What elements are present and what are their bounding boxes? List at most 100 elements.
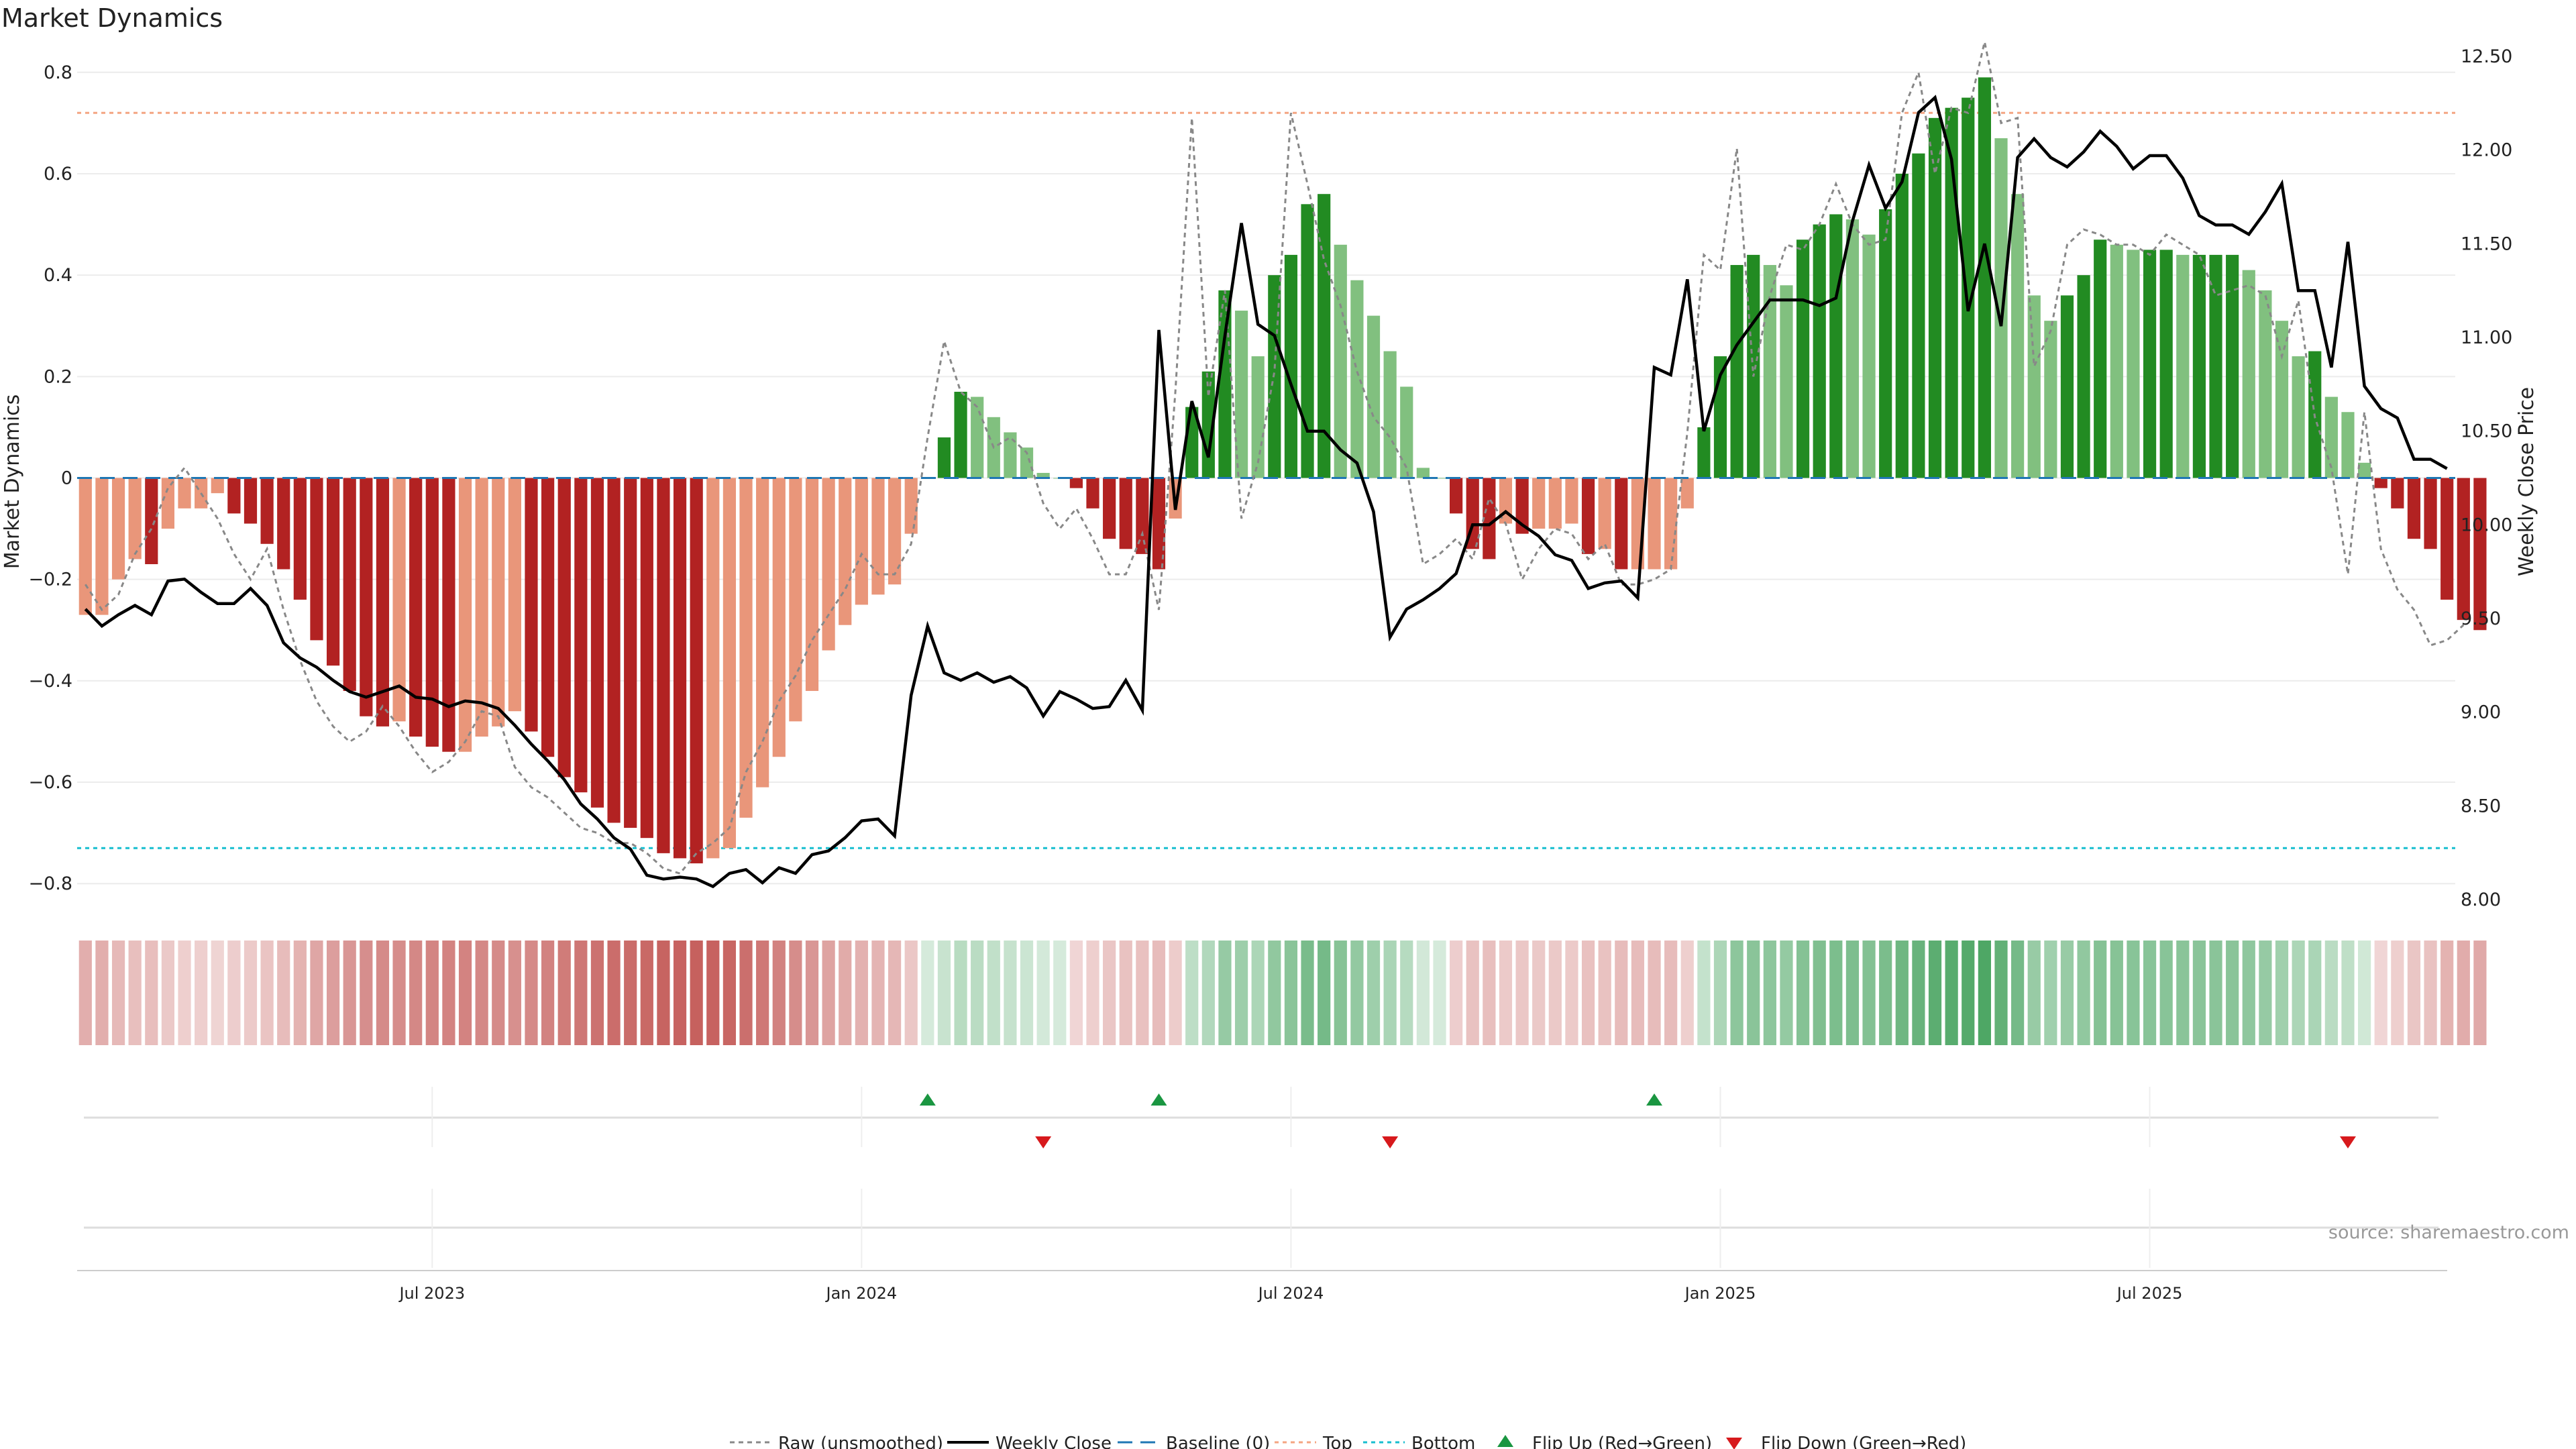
heat-cell	[360, 941, 373, 1045]
flip-up-marker	[919, 1093, 936, 1106]
heat-cell	[376, 941, 390, 1045]
heat-cell	[161, 941, 175, 1045]
dynamics-bar	[1136, 478, 1149, 554]
heat-cell	[2027, 941, 2041, 1045]
dynamics-bar	[458, 478, 472, 752]
dynamics-bar	[1152, 478, 1166, 570]
dynamics-bar	[1251, 356, 1265, 478]
heat-cell	[722, 941, 737, 1045]
x-tick-label: Jul 2025	[2116, 1284, 2183, 1303]
y2-tick-label: 12.00	[2461, 140, 2512, 161]
heat-cell	[111, 941, 125, 1045]
dynamics-bar	[640, 478, 653, 839]
reference-lines	[77, 111, 2455, 849]
dynamics-bar	[1301, 204, 1314, 478]
heat-cell	[1532, 941, 1546, 1045]
dynamics-bar	[409, 478, 423, 737]
heat-cell	[590, 941, 604, 1045]
heat-cell	[1318, 941, 1331, 1045]
y-tick-label: 0	[61, 468, 72, 489]
heat-cell	[937, 941, 951, 1045]
heat-cell	[1301, 941, 1314, 1045]
heat-cell	[1350, 941, 1364, 1045]
dynamics-bar	[1895, 173, 1909, 478]
y2-tick-label: 8.00	[2461, 890, 2501, 910]
y2-tick-label: 12.50	[2461, 46, 2512, 67]
dynamics-bar	[971, 396, 984, 478]
heat-cell	[442, 941, 455, 1045]
dynamics-bar	[624, 478, 637, 828]
dynamics-bar	[128, 478, 142, 559]
dynamics-bar	[1103, 478, 1116, 539]
dynamics-bar	[1234, 311, 1248, 478]
dynamics-bar	[1962, 97, 1975, 478]
heat-cell	[789, 941, 802, 1045]
dynamics-bar	[227, 478, 241, 514]
heat-cell	[2292, 941, 2305, 1045]
dynamics-bar	[673, 478, 687, 859]
y-tick-label: −0.8	[28, 873, 72, 894]
dynamics-bar	[1615, 478, 1628, 570]
weekly-close-line	[84, 95, 2448, 889]
legend-flip-down-label: Flip Down (Green→Red)	[1761, 1434, 1966, 1449]
flip-down-marker	[1035, 1136, 1052, 1148]
dynamics-bar	[904, 478, 918, 534]
heat-cell	[2259, 941, 2272, 1045]
legend-flip-up-label: Flip Up (Red→Green)	[1532, 1434, 1712, 1449]
heat-cell	[492, 941, 505, 1045]
heat-cell	[2044, 941, 2057, 1045]
heat-cell	[1945, 941, 1958, 1045]
dynamics-bar	[739, 478, 753, 818]
dynamics-bar	[1845, 219, 1860, 478]
heat-cell	[145, 941, 158, 1045]
heat-cell	[2143, 941, 2157, 1045]
dynamics-bar	[557, 478, 571, 777]
dynamics-bar	[2391, 478, 2404, 508]
heat-cell	[310, 941, 323, 1045]
heat-cell	[1433, 941, 1446, 1045]
heat-cell	[2094, 941, 2107, 1045]
dynamics-bar	[2374, 478, 2387, 488]
y2-axis-label: Weekly Close Price	[2515, 387, 2538, 576]
heat-cell	[2176, 941, 2190, 1045]
dynamics-bar	[2209, 254, 2222, 478]
y-tick-label: −0.4	[28, 671, 72, 692]
y-tick-label: 0.8	[44, 62, 72, 83]
dynamics-bar	[392, 478, 406, 722]
heat-cell	[1912, 941, 1925, 1045]
heat-cell	[1086, 941, 1099, 1045]
y-tick-label: 0.6	[44, 164, 72, 184]
dynamics-bar	[1069, 478, 1083, 488]
dynamics-bar	[310, 478, 323, 641]
heat-cell	[1648, 941, 1661, 1045]
y-axis-label: Market Dynamics	[1, 394, 24, 570]
heat-cell	[1548, 941, 1562, 1045]
dynamics-bar	[2176, 254, 2190, 478]
heat-cell	[756, 941, 769, 1045]
y-axis-ticks: 0.8 0.6 0.4 0.2 0 −0.2 −0.4 −0.6 −0.8	[28, 62, 72, 894]
heat-cell	[921, 941, 934, 1045]
dynamics-bar	[2407, 478, 2421, 539]
dynamics-bar	[2275, 321, 2289, 478]
heat-cell	[227, 941, 241, 1045]
dynamics-bar	[2127, 250, 2140, 478]
heat-cell	[1383, 941, 1397, 1045]
dynamics-bar	[789, 478, 802, 722]
heat-cell	[2275, 941, 2289, 1045]
dynamics-bar	[2242, 270, 2255, 478]
dynamics-bar	[244, 478, 258, 524]
heat-cell	[1004, 941, 1017, 1045]
y-tick-label: −0.2	[28, 570, 72, 590]
heat-cell	[607, 941, 621, 1045]
dynamics-bar	[508, 478, 521, 712]
heat-cell	[2424, 941, 2437, 1045]
heat-cell	[1169, 941, 1182, 1045]
heat-cell	[1994, 941, 2008, 1045]
dynamics-bar	[822, 478, 835, 651]
dynamics-bar	[1879, 209, 1892, 478]
dynamics-bar	[145, 478, 158, 564]
dynamics-bar	[722, 478, 737, 849]
dynamics-bar	[293, 478, 307, 600]
y-tick-label: −0.6	[28, 772, 72, 793]
dynamics-bar	[954, 392, 967, 478]
